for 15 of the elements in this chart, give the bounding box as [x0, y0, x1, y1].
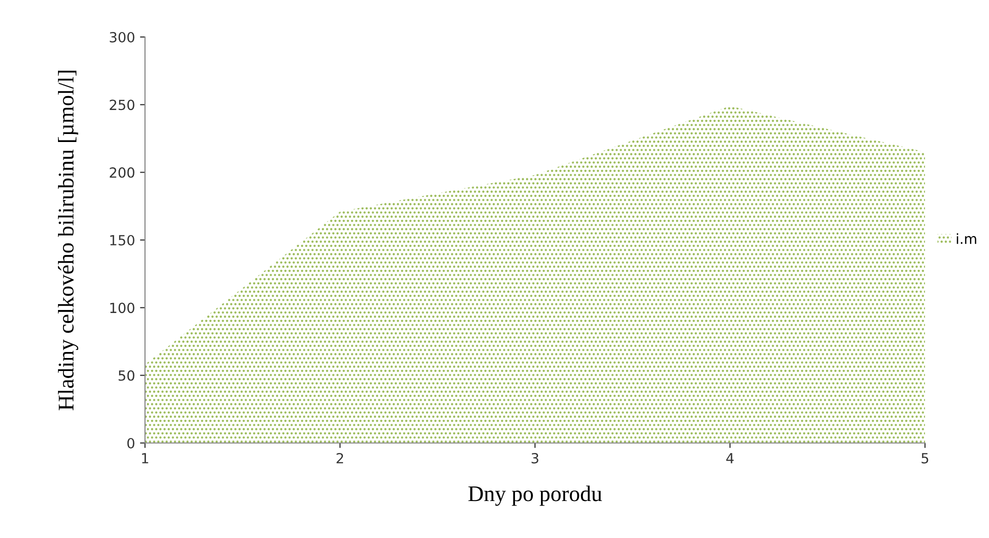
- y-tick-label: 150: [110, 234, 134, 246]
- x-tick-label: 4: [726, 453, 734, 464]
- y-tick-label: 100: [110, 302, 134, 314]
- x-tick-label: 2: [336, 452, 344, 464]
- legend-label: i.m: [956, 233, 976, 244]
- y-tick-label: 250: [110, 100, 134, 110]
- y-tick-label: 300: [110, 32, 134, 42]
- y-tick-label: 200: [110, 167, 134, 178]
- y-axis-title: Hladiny celkového bilirubinu [µmol/l]: [58, 70, 78, 410]
- x-tick-label: 3: [532, 452, 538, 464]
- y-tick-label: 50: [118, 370, 134, 381]
- x-axis-title: Dny po porodu: [468, 486, 602, 506]
- x-tick-label: 5: [922, 453, 928, 464]
- y-tick-label: 0: [127, 438, 134, 448]
- x-tick-label: 1: [142, 453, 148, 464]
